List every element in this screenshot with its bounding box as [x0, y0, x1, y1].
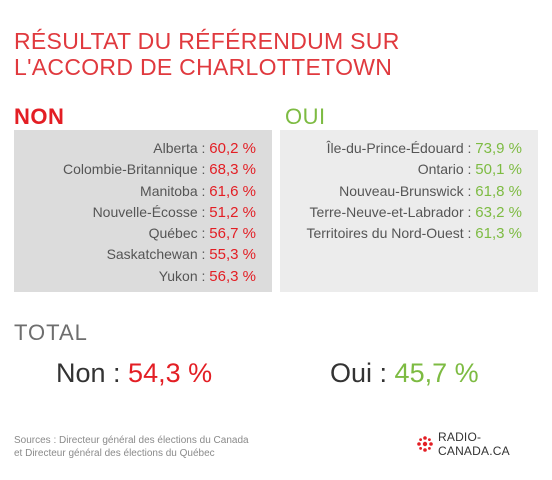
province-value: 50,1 %	[475, 161, 522, 179]
radio-canada-logo[interactable]: RADIO-CANADA.CA	[416, 430, 552, 458]
province-name: Yukon	[158, 267, 198, 284]
title-line-2: L'ACCORD DE CHARLOTTETOWN	[14, 54, 393, 80]
list-item: Saskatchewan : 55,3 %	[106, 246, 256, 264]
province-value: 55,3 %	[209, 246, 256, 264]
province-value: 61,6 %	[209, 182, 256, 200]
infographic-title: RÉSULTAT DU RÉFÉRENDUM SUR L'ACCORD DE C…	[14, 28, 400, 80]
total-non: Non : 54,3 %	[56, 358, 213, 388]
non-heading: NON	[14, 104, 65, 129]
sources-line-1: Sources : Directeur général des élection…	[14, 435, 249, 446]
province-name: Terre-Neuve-et-Labrador	[309, 203, 464, 220]
list-item: Colombie-Britannique : 68,3 %	[62, 161, 256, 179]
list-item: Nouveau-Brunswick : 61,8 %	[339, 182, 522, 200]
list-item: Yukon : 56,3 %	[158, 267, 256, 285]
province-name: Saskatchewan	[106, 246, 198, 263]
province-name: Manitoba	[140, 182, 198, 199]
total-non-label: Non	[56, 358, 106, 388]
total-oui-value: 45,7 %	[394, 358, 479, 388]
province-name: Nouvelle-Écosse	[92, 203, 198, 220]
oui-panel: Île-du-Prince-Édouard : 73,9 % Ontario :…	[280, 130, 538, 292]
province-name: Nouveau-Brunswick	[339, 182, 464, 199]
non-panel: Alberta : 60,2 % Colombie-Britannique : …	[14, 130, 272, 292]
list-item: Alberta : 60,2 %	[153, 140, 256, 157]
title-line-1: RÉSULTAT DU RÉFÉRENDUM SUR	[14, 28, 400, 54]
province-name: Colombie-Britannique	[62, 161, 198, 178]
sources-line-2: et Directeur général des élections du Qu…	[14, 448, 215, 459]
province-value: 56,7 %	[209, 225, 256, 243]
province-name: Québec	[148, 225, 198, 242]
list-item: Île-du-Prince-Édouard : 73,9 %	[326, 140, 522, 157]
total-oui-label: Oui	[330, 358, 373, 388]
sources-note: Sources : Directeur général des élection…	[14, 434, 249, 460]
list-item: Ontario : 50,1 %	[417, 161, 522, 179]
total-oui: Oui : 45,7 %	[330, 358, 479, 388]
total-non-value: 54,3 %	[128, 358, 213, 388]
province-name: Territoires du Nord-Ouest	[306, 225, 464, 242]
list-item: Manitoba : 61,6 %	[140, 182, 256, 200]
radio-canada-gem-icon	[416, 435, 434, 453]
province-name: Île-du-Prince-Édouard	[326, 140, 464, 156]
list-item: Nouvelle-Écosse : 51,2 %	[92, 203, 256, 221]
list-item: Québec : 56,7 %	[148, 225, 256, 243]
logo-text: RADIO-CANADA.CA	[438, 430, 510, 458]
province-value: 60,2 %	[209, 140, 256, 157]
province-value: 61,8 %	[475, 182, 522, 200]
list-item: Territoires du Nord-Ouest : 61,3 %	[306, 225, 522, 243]
province-value: 61,3 %	[475, 225, 522, 243]
province-name: Ontario	[417, 161, 464, 178]
total-heading: TOTAL	[14, 320, 88, 345]
province-name: Alberta	[153, 140, 198, 156]
province-value: 68,3 %	[209, 161, 256, 179]
province-value: 73,9 %	[475, 140, 522, 157]
oui-heading: OUI	[285, 104, 326, 129]
province-value: 51,2 %	[209, 203, 256, 221]
province-value: 63,2 %	[475, 203, 522, 221]
list-item: Terre-Neuve-et-Labrador : 63,2 %	[309, 203, 522, 221]
province-value: 56,3 %	[209, 267, 256, 285]
